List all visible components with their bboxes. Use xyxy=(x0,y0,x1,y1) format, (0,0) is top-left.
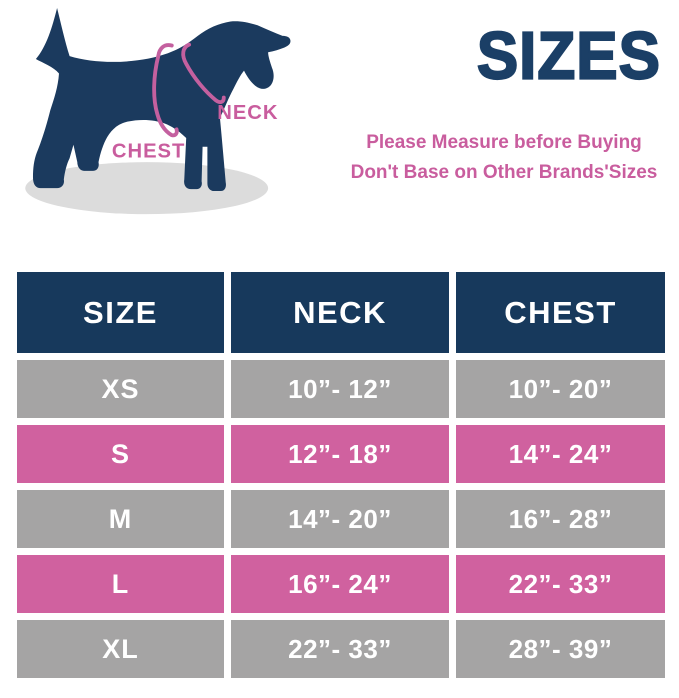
table-cell-neck: 10”- 12” xyxy=(231,360,449,418)
table-cell-neck: 14”- 20” xyxy=(231,490,449,548)
column-header-neck: NECK xyxy=(231,272,449,353)
table-cell-chest: 14”- 24” xyxy=(456,425,665,483)
measure-note: Please Measure before Buying Don't Base … xyxy=(336,128,672,188)
dog-silhouette-icon xyxy=(32,7,291,192)
table-cell-neck: 16”- 24” xyxy=(231,555,449,613)
table-cell-chest: 22”- 33” xyxy=(456,555,665,613)
table-cell-chest: 16”- 28” xyxy=(456,490,665,548)
dog-measurement-diagram: CHEST NECK xyxy=(6,2,324,224)
size-table: SIZE NECK CHEST XS 10”- 12” 10”- 20” S 1… xyxy=(17,272,665,678)
table-cell-chest: 28”- 39” xyxy=(456,620,665,678)
chest-label: CHEST xyxy=(112,140,185,162)
table-cell-neck: 22”- 33” xyxy=(231,620,449,678)
table-cell-chest: 10”- 20” xyxy=(456,360,665,418)
chest-measure-line-icon xyxy=(152,43,179,138)
table-cell-size: L xyxy=(17,555,224,613)
dog-illustration: CHEST NECK xyxy=(25,7,291,215)
neck-measure-line-icon xyxy=(181,42,226,105)
column-header-size: SIZE xyxy=(17,272,224,353)
measure-note-line2: Don't Base on Other Brands'Sizes xyxy=(350,162,658,183)
column-header-chest: CHEST xyxy=(456,272,665,353)
table-cell-neck: 12”- 18” xyxy=(231,425,449,483)
table-cell-size: XS xyxy=(17,360,224,418)
table-cell-size: S xyxy=(17,425,224,483)
measure-note-line1: Please Measure before Buying xyxy=(366,132,642,153)
page-title: SIZES xyxy=(476,18,661,95)
table-cell-size: XL xyxy=(17,620,224,678)
table-cell-size: M xyxy=(17,490,224,548)
neck-label: NECK xyxy=(217,102,278,124)
